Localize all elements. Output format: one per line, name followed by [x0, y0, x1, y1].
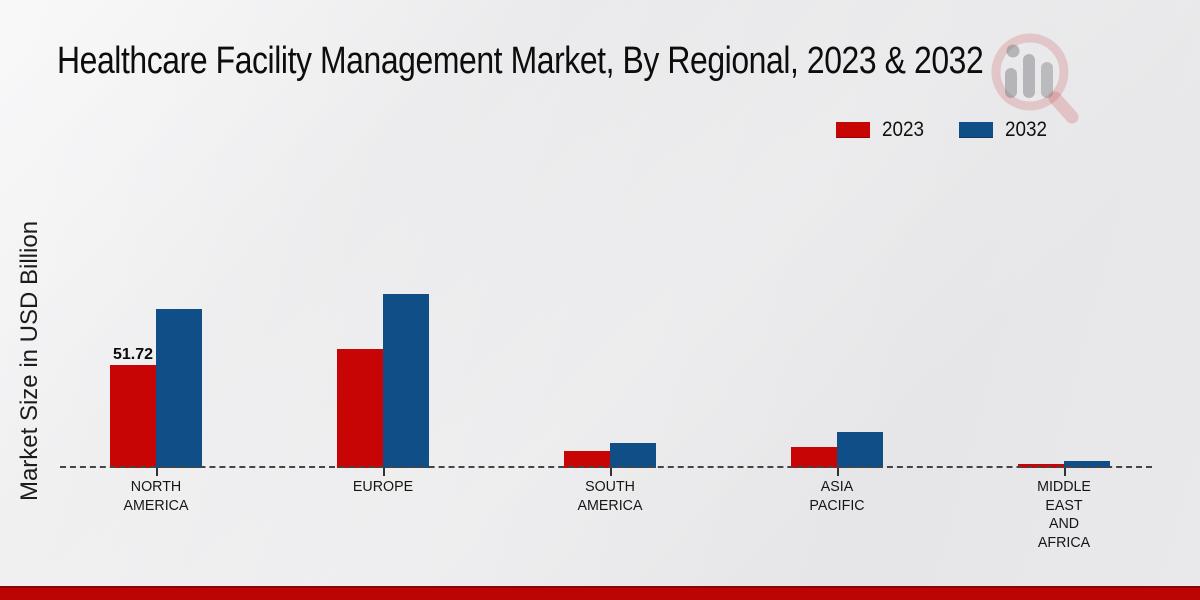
x-axis-label-asia-pacific: ASIA PACIFIC [809, 478, 865, 514]
legend-item-2032: 2032 [958, 118, 1052, 142]
legend: 2023 2032 [836, 118, 1051, 142]
x-axis-tick-europe [383, 468, 385, 476]
legend-label-2032: 2032 [1004, 118, 1047, 141]
legend-swatch-2023-icon [836, 122, 870, 138]
bar-2023-asia-pacific [791, 447, 837, 468]
x-axis-tick-middle-east-and-africa [1064, 468, 1066, 476]
x-axis-tick-south-america [610, 468, 612, 476]
x-axis-label-south-america: SOUTH AMERICA [577, 478, 643, 514]
bar-2023-europe [337, 348, 383, 468]
x-axis-tick-asia-pacific [837, 468, 839, 476]
bar-2032-europe [383, 294, 429, 468]
data-label-2023-north-america: 51.72 [112, 345, 154, 363]
bar-2032-north-america [156, 308, 202, 468]
bar-2023-north-america [110, 364, 156, 468]
legend-item-2023: 2023 [836, 118, 929, 142]
chart-title: Healthcare Facility Management Market, B… [57, 40, 984, 82]
x-axis-label-middle-east-and-africa: MIDDLE EAST AND AFRICA [1037, 478, 1091, 551]
x-axis-label-europe: EUROPE [352, 478, 414, 495]
legend-swatch-2032-icon [958, 122, 993, 138]
legend-label-2023: 2023 [882, 118, 925, 141]
bar-2032-south-america [610, 443, 656, 468]
bar-2023-south-america [564, 451, 610, 468]
bar-2032-asia-pacific [837, 431, 883, 468]
x-axis-baseline [60, 466, 1152, 468]
bar-2032-middle-east-and-africa [1064, 461, 1110, 468]
x-axis-tick-north-america [156, 468, 158, 476]
footer-red-band [0, 586, 1200, 600]
x-axis-label-north-america: NORTH AMERICA [123, 478, 189, 514]
